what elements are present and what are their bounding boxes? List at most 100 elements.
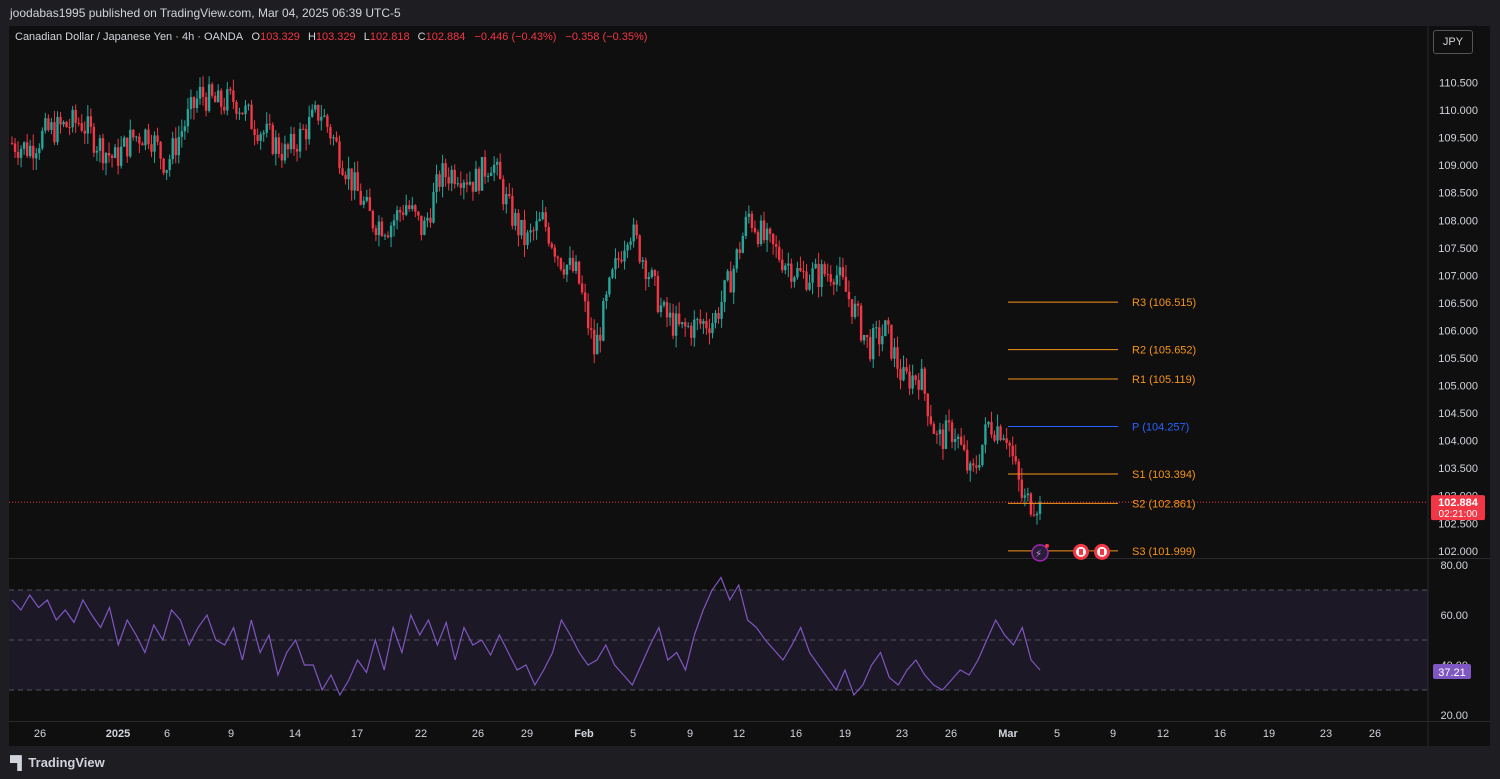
candle-body [771, 233, 775, 245]
candle-body [620, 259, 623, 262]
footer-bar: ▀▌ TradingView [0, 746, 1500, 779]
currency-button[interactable]: JPY [1433, 30, 1473, 54]
candle-body [605, 294, 608, 302]
candle-body [420, 215, 423, 235]
symbol-name[interactable]: Canadian Dollar / Japanese Yen · 4h · OA… [15, 31, 243, 43]
candle-body [735, 249, 738, 269]
candle-body [926, 393, 929, 417]
candle-body [823, 264, 826, 275]
candle-body [626, 244, 629, 251]
candle-body [465, 182, 469, 185]
candle-body [153, 135, 156, 152]
candle-body [538, 219, 541, 222]
candle-body [759, 220, 763, 244]
candle-body [247, 104, 250, 106]
candle-body [138, 136, 141, 144]
candle-body [320, 116, 323, 121]
chart-frame[interactable] [9, 26, 1490, 746]
candle-body [259, 134, 262, 141]
candle-body [996, 426, 999, 441]
candle-body [611, 269, 614, 278]
candle-body [1011, 445, 1014, 457]
tradingview-logo-icon: ▀▌ [10, 755, 26, 770]
high-value: 103.329 [315, 31, 356, 43]
candle-body [441, 163, 444, 187]
candle-body [177, 136, 180, 156]
candle-body [1032, 514, 1036, 516]
candle-body [668, 312, 672, 318]
candle-body [1038, 502, 1042, 514]
candle-body [159, 141, 162, 159]
candle-body [884, 320, 887, 337]
candle-body [220, 90, 223, 107]
change-value: −0.446 (−0.43%) [474, 31, 557, 43]
candle-body [641, 260, 644, 262]
candle-body [696, 319, 699, 321]
candle-body [68, 127, 71, 129]
candle-body [486, 175, 490, 177]
candle-body [180, 131, 184, 137]
candle-body [647, 277, 651, 280]
candle-body [480, 157, 484, 191]
candle-body [383, 235, 387, 237]
candle-body [232, 90, 235, 103]
candle-body [347, 168, 350, 180]
candle-body [911, 375, 914, 389]
candle-body [62, 121, 65, 125]
price-tick-label: 104.500 [1438, 408, 1478, 420]
candle-body [104, 152, 108, 164]
candle-body [559, 258, 563, 270]
candle-body [217, 90, 220, 103]
candle-body [429, 217, 432, 223]
candle-body [586, 301, 590, 329]
candle-body [19, 148, 23, 158]
candle-body [523, 219, 526, 246]
candle-body [805, 271, 808, 290]
candle-body [38, 148, 41, 154]
candle-body [650, 270, 654, 278]
candle-body [50, 122, 53, 131]
candle-body [708, 328, 711, 334]
candle-body [277, 137, 281, 154]
candle-body [508, 193, 511, 196]
candle-body [344, 174, 347, 180]
rsi-tick-label: 20.00 [1440, 710, 1468, 722]
candle-body [520, 219, 523, 236]
candle-body [298, 128, 302, 152]
candle-body [820, 264, 823, 287]
candle-body [253, 129, 256, 136]
candle-body [186, 109, 190, 127]
candle-body [471, 181, 475, 192]
tradingview-logo[interactable]: ▀▌ TradingView [10, 755, 105, 770]
candle-body [826, 274, 829, 276]
time-tick-label: 12 [733, 728, 745, 740]
time-tick-label: 9 [228, 728, 234, 740]
candle-body [22, 142, 26, 149]
candle-body [459, 183, 463, 188]
candle-body [113, 147, 117, 158]
candle-body [98, 138, 102, 151]
candle-body [365, 197, 368, 201]
candle-body [953, 439, 957, 442]
price-tick-label: 108.000 [1438, 215, 1478, 227]
lightning-event-icon [1031, 544, 1049, 562]
close-value: 102.884 [425, 31, 466, 43]
candle-body [56, 116, 59, 143]
candle-body [938, 429, 942, 435]
candle-body [401, 212, 405, 215]
candle-body [556, 256, 560, 259]
candle-body [774, 244, 778, 247]
candle-body [868, 337, 872, 360]
candle-body [135, 136, 138, 138]
price-tick-label: 109.500 [1438, 133, 1478, 145]
candle-body [741, 236, 745, 253]
candle-body [714, 313, 717, 324]
time-tick-label: Mar [998, 728, 1018, 740]
candle-body [950, 422, 954, 442]
time-tick-label: 22 [415, 728, 427, 740]
tradingview-brand: TradingView [28, 755, 105, 770]
candle-body [265, 123, 268, 133]
candle-body [107, 152, 111, 156]
candle-body [283, 144, 287, 161]
